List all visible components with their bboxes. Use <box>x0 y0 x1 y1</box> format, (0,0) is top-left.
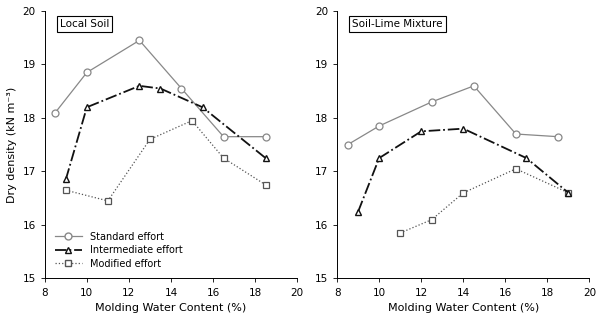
Text: Local Soil: Local Soil <box>60 19 109 29</box>
X-axis label: Molding Water Content (%): Molding Water Content (%) <box>95 303 247 313</box>
Y-axis label: Dry density (kN m⁻³): Dry density (kN m⁻³) <box>7 87 17 203</box>
Legend: Standard effort, Intermediate effort, Modified effort: Standard effort, Intermediate effort, Mo… <box>49 227 187 274</box>
Text: Soil-Lime Mixture: Soil-Lime Mixture <box>352 19 443 29</box>
X-axis label: Molding Water Content (%): Molding Water Content (%) <box>388 303 539 313</box>
